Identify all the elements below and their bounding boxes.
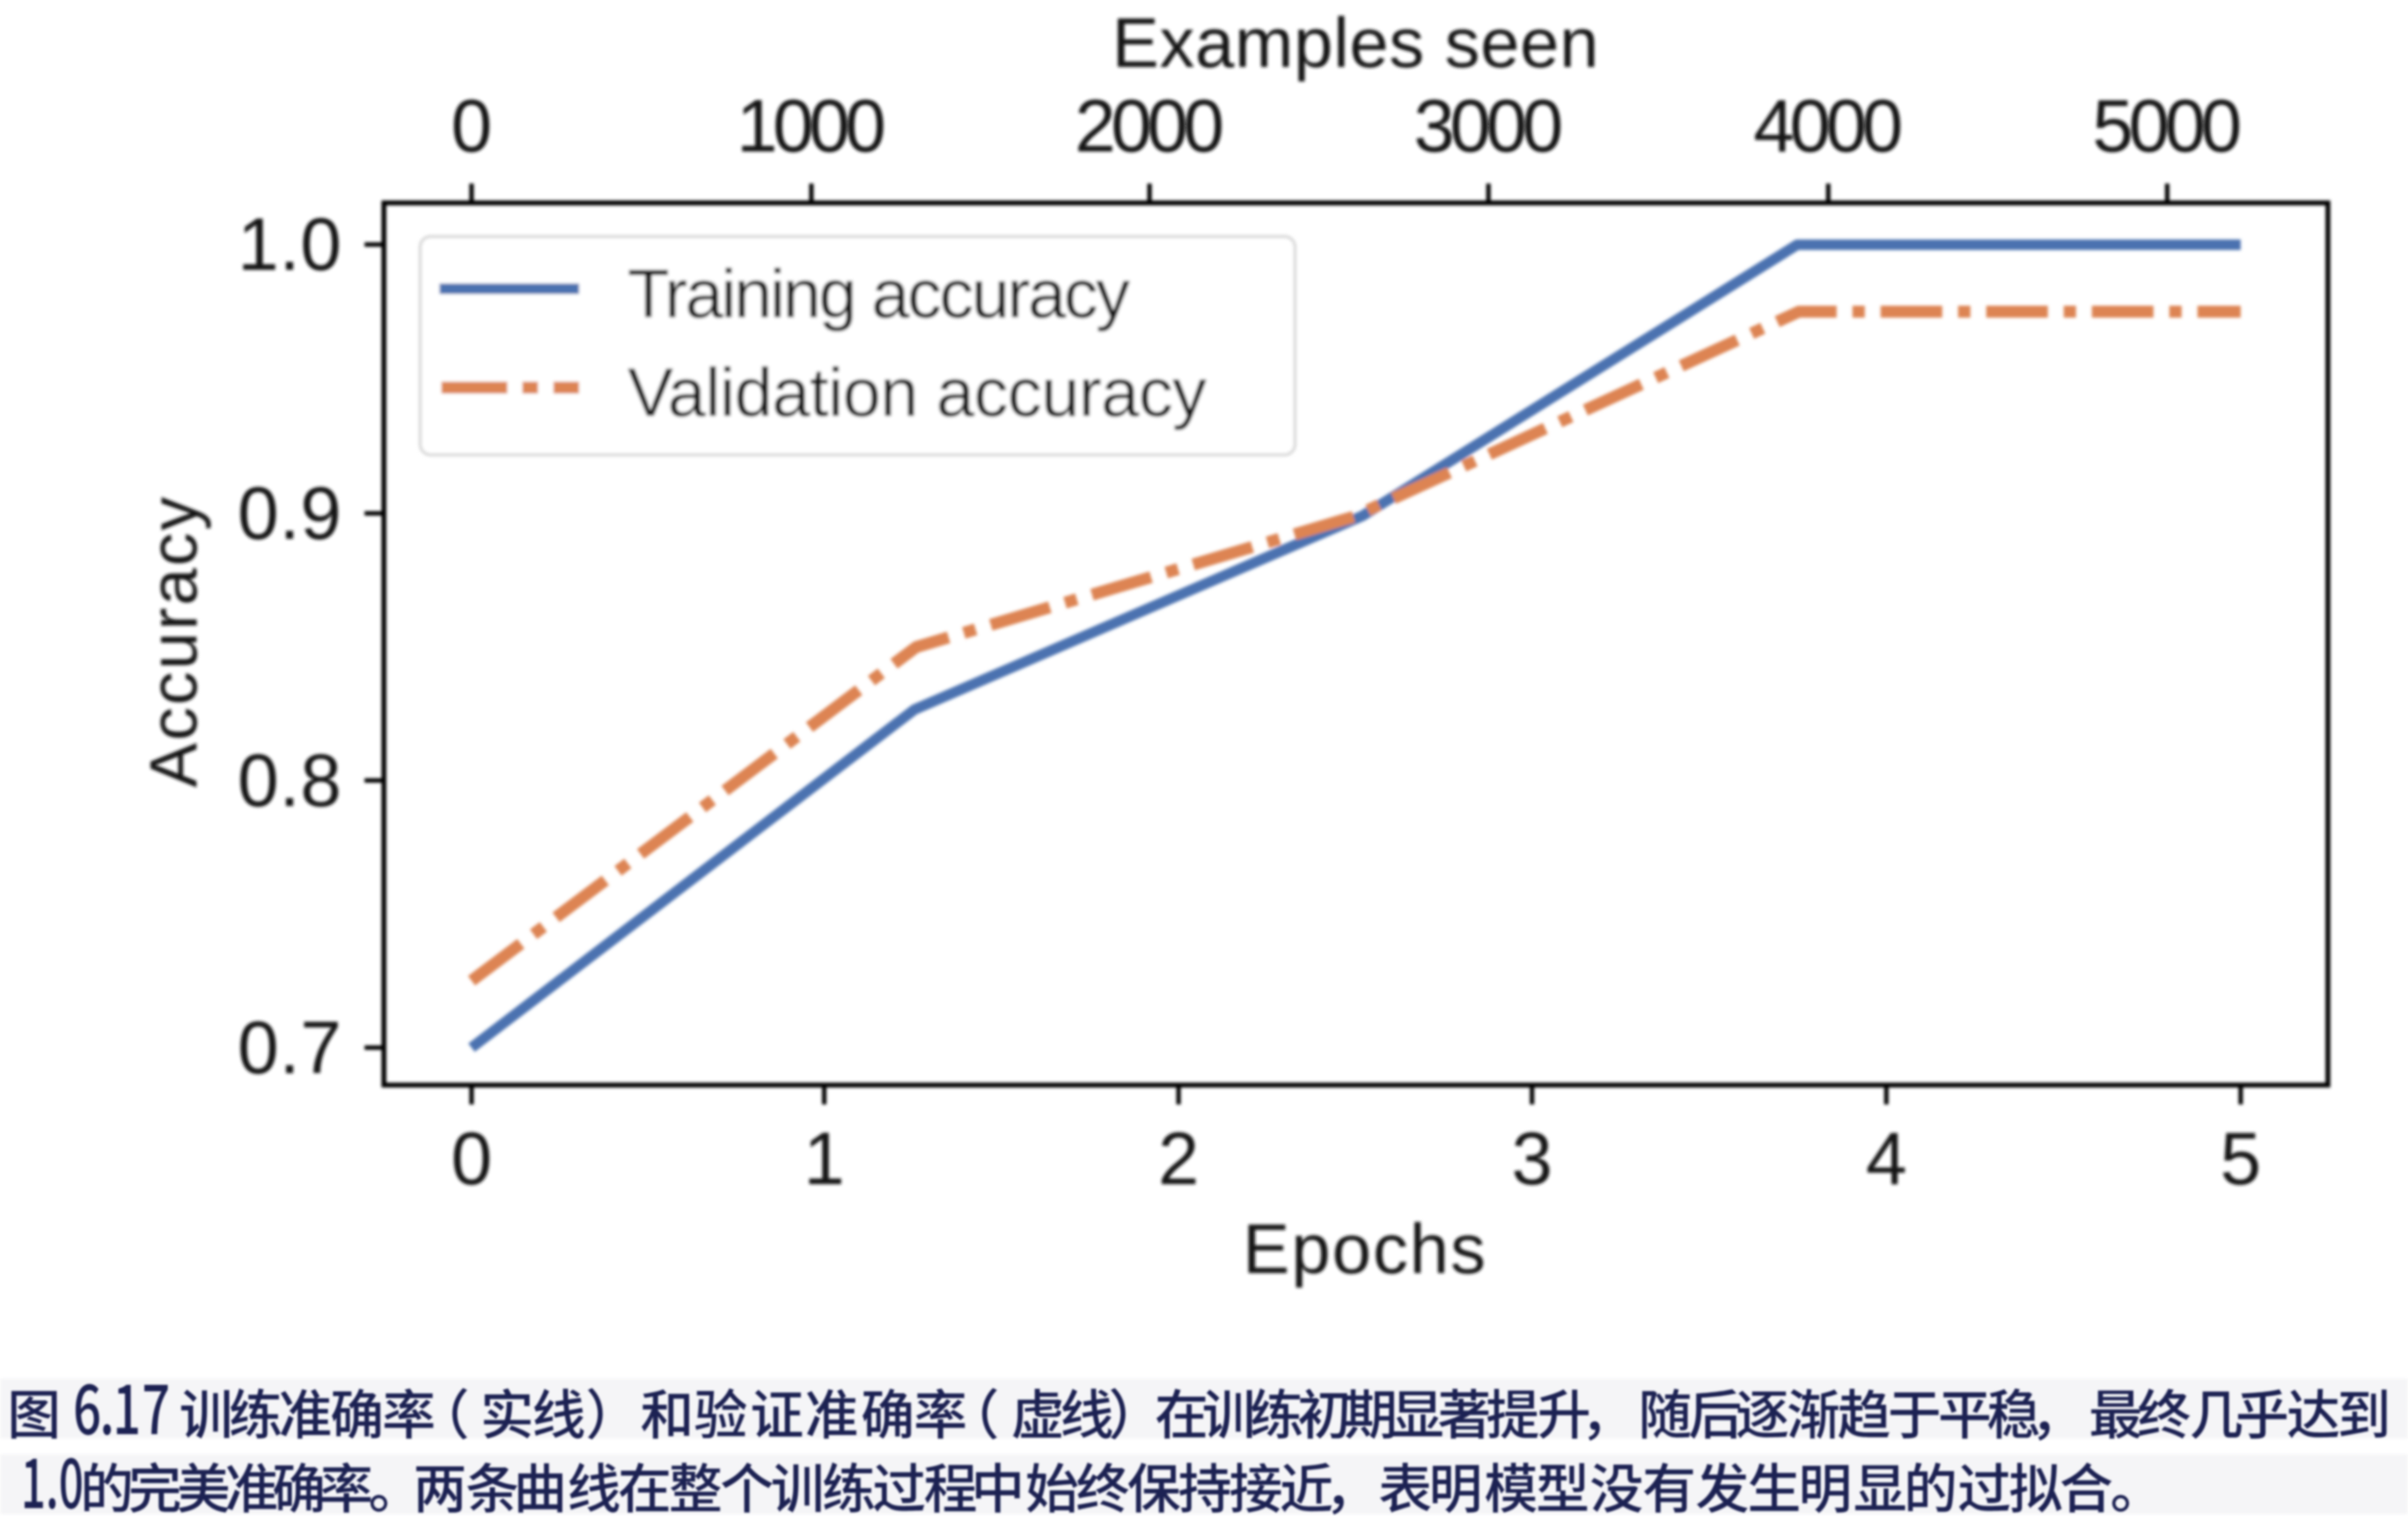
svg-text:Epochs: Epochs <box>1243 1210 1486 1288</box>
svg-text:1.0: 1.0 <box>238 203 341 286</box>
svg-text:Accuracy: Accuracy <box>137 497 212 788</box>
svg-text:2: 2 <box>1158 1117 1200 1200</box>
svg-text:Training accuracy: Training accuracy <box>628 255 1130 333</box>
svg-text:0.9: 0.9 <box>238 472 341 555</box>
svg-text:0: 0 <box>451 1117 492 1200</box>
svg-text:5000: 5000 <box>2092 85 2242 167</box>
svg-text:3000: 3000 <box>1413 85 1563 167</box>
svg-text:1: 1 <box>804 1117 845 1200</box>
svg-text:Validation accuracy: Validation accuracy <box>628 354 1207 431</box>
svg-text:0.8: 0.8 <box>238 740 341 822</box>
svg-text:0: 0 <box>451 85 492 167</box>
svg-text:Examples seen: Examples seen <box>1112 4 1599 82</box>
svg-text:0.7: 0.7 <box>238 1006 341 1089</box>
svg-text:4: 4 <box>1866 1117 1907 1200</box>
svg-text:1000: 1000 <box>737 85 886 167</box>
svg-text:3: 3 <box>1511 1117 1553 1200</box>
svg-text:2000: 2000 <box>1075 85 1224 167</box>
svg-text:5: 5 <box>2221 1117 2262 1200</box>
svg-text:4000: 4000 <box>1753 85 1903 167</box>
